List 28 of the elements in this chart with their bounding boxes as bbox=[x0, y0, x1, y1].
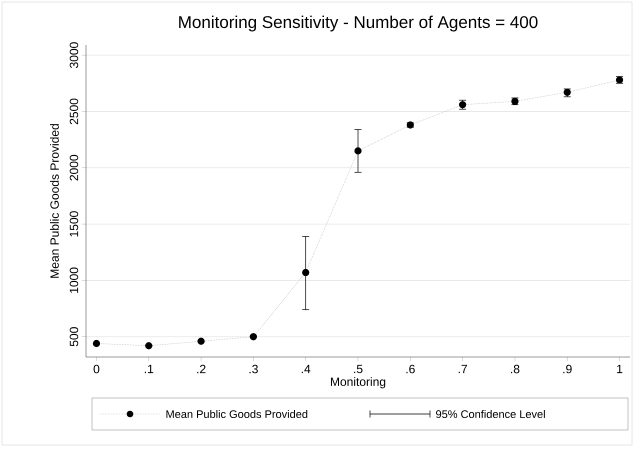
text: 95% Confidence Level bbox=[436, 410, 545, 418]
chart-title: Monitoring Sensitivity - Number of Agents = 400 bbox=[179, 16, 538, 32]
y-tick-label: 3000 bbox=[70, 42, 78, 68]
x-tick-label: .7 bbox=[458, 364, 468, 374]
y-tick-label: 2000 bbox=[70, 154, 78, 181]
point bbox=[197, 338, 205, 345]
y-tick-label: 1500 bbox=[70, 211, 78, 237]
y-tick-label: 500 bbox=[70, 327, 78, 346]
point bbox=[302, 268, 310, 276]
x-tick-label: .2 bbox=[197, 364, 206, 374]
y-tick-label: 2500 bbox=[70, 98, 78, 124]
y-axis-title: Mean Public Goods Provided bbox=[50, 124, 59, 278]
x-tick-label: .4 bbox=[302, 364, 310, 374]
point bbox=[354, 147, 362, 154]
x-tick-label: .8 bbox=[511, 364, 520, 374]
y-tick-label: 1000 bbox=[70, 268, 78, 293]
point bbox=[145, 342, 152, 350]
x-axis-title: Monitoring bbox=[330, 377, 386, 388]
x-tick-label: 0 bbox=[94, 364, 100, 374]
x-tick-label: 1 bbox=[617, 364, 622, 374]
x-tick-label: .5 bbox=[354, 364, 362, 374]
x-tick-label: .1 bbox=[144, 364, 154, 374]
text: Mean Public Goods Provided bbox=[166, 410, 308, 418]
x-tick-label: .6 bbox=[406, 364, 415, 374]
x-tick-label: .9 bbox=[563, 364, 572, 374]
point bbox=[92, 340, 100, 348]
x-tick-label: .3 bbox=[249, 364, 258, 374]
point bbox=[250, 333, 257, 340]
